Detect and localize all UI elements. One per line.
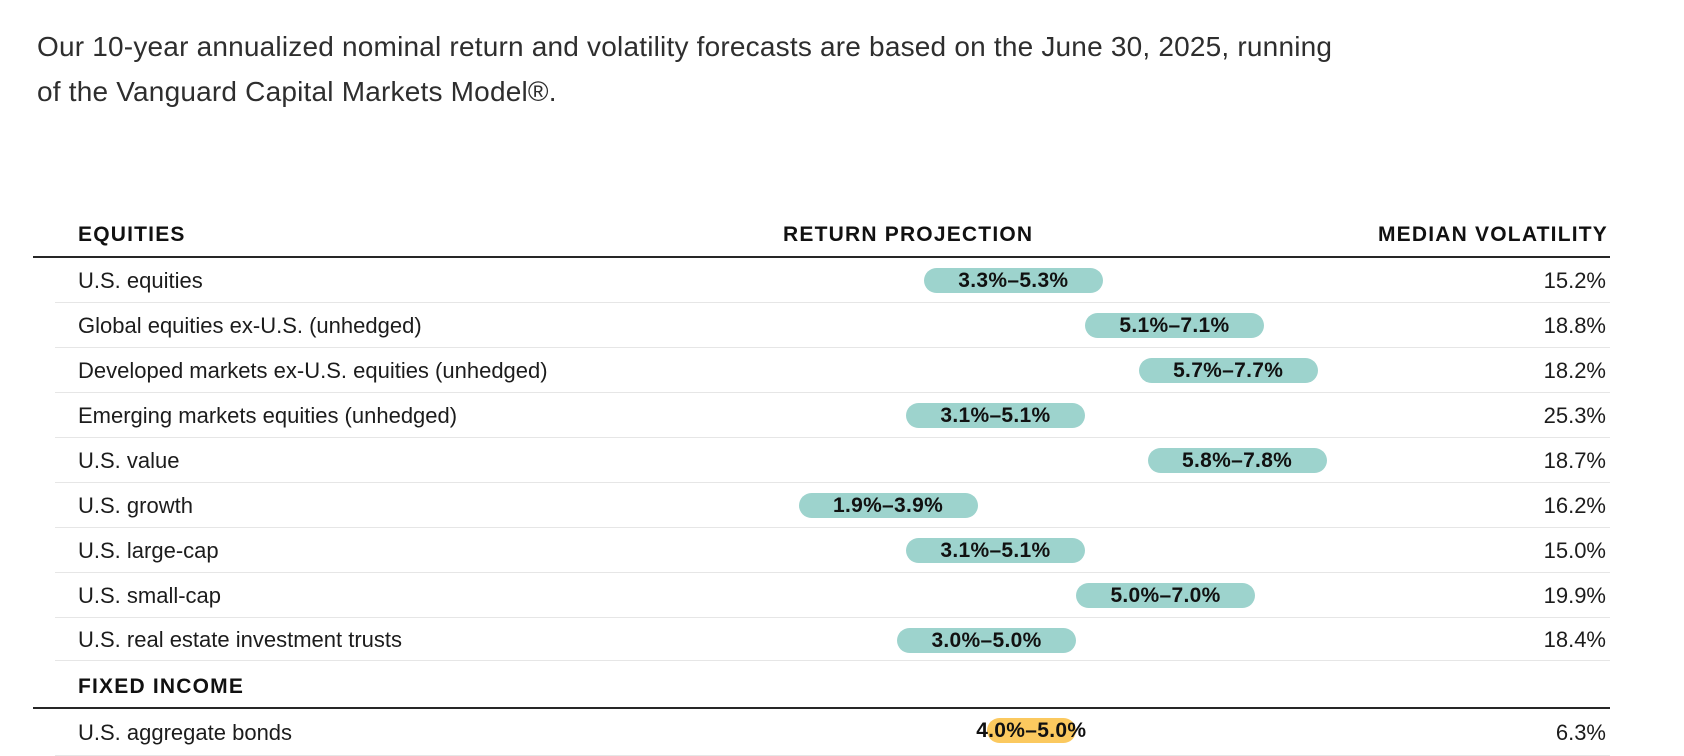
forecasts-table: EQUITIES RETURN PROJECTION MEDIAN VOLATI…	[33, 195, 1610, 756]
volatility-value: 15.0%	[1543, 537, 1606, 563]
return-range-pill: 5.7%–7.7%	[1138, 358, 1318, 383]
asset-label: U.S. equities	[78, 267, 203, 293]
return-range-pill: 5.0%–7.0%	[1076, 583, 1255, 608]
table-row: U.S. growth 1.9%–3.9% 16.2%	[33, 483, 1610, 528]
table-row: U.S. equities 3.3%–5.3% 15.2%	[33, 258, 1610, 303]
return-range-pill: 3.1%–5.1%	[905, 403, 1085, 428]
table-row: U.S. value 5.8%–7.8% 18.7%	[33, 438, 1610, 483]
asset-label: U.S. real estate investment trusts	[78, 626, 403, 652]
return-range-pill: 5.8%–7.8%	[1147, 448, 1327, 473]
asset-label: Developed markets ex-U.S. equities (unhe…	[78, 357, 548, 383]
table-row: Developed markets ex-U.S. equities (unhe…	[33, 348, 1610, 393]
return-range-pill: 3.0%–5.0%	[897, 628, 1076, 653]
volatility-value: 18.4%	[1543, 626, 1606, 652]
volatility-value: 16.2%	[1543, 492, 1606, 518]
asset-label: U.S. growth	[78, 492, 193, 518]
return-range-pill: 5.1%–7.1%	[1084, 313, 1264, 338]
return-range-pill: 4.0%–5.0%	[976, 718, 1087, 743]
volatility-value: 6.3%	[1555, 719, 1606, 745]
table-row: Global equities ex-U.S. (unhedged) 5.1%–…	[33, 303, 1610, 348]
median-volatility-column-header: MEDIAN VOLATILITY	[1377, 223, 1608, 246]
volatility-value: 25.3%	[1543, 402, 1606, 428]
volatility-value: 15.2%	[1543, 267, 1606, 293]
volatility-value: 18.8%	[1543, 312, 1606, 338]
table-row: U.S. small-cap 5.0%–7.0% 19.9%	[33, 573, 1610, 618]
table-row: Emerging markets equities (unhedged) 3.1…	[33, 393, 1610, 438]
volatility-value: 18.2%	[1543, 357, 1606, 383]
volatility-value: 19.9%	[1543, 582, 1606, 608]
title-line-2: of the Vanguard Capital Markets Model®.	[37, 76, 557, 107]
asset-label: Emerging markets equities (unhedged)	[78, 402, 458, 428]
return-range-pill: 3.3%–5.3%	[923, 268, 1103, 293]
fixed-income-section-header-row: FIXED INCOME	[33, 661, 1610, 709]
return-range-pill: 1.9%–3.9%	[798, 493, 978, 518]
table-row: U.S. aggregate bonds 4.0%–5.0% 6.3%	[33, 709, 1610, 756]
return-projection-column-header: RETURN PROJECTION	[783, 223, 1034, 246]
table-header-row: EQUITIES RETURN PROJECTION MEDIAN VOLATI…	[33, 195, 1610, 258]
table-row: U.S. large-cap 3.1%–5.1% 15.0%	[33, 528, 1610, 573]
volatility-value: 18.7%	[1543, 447, 1606, 473]
asset-label: Global equities ex-U.S. (unhedged)	[78, 312, 422, 338]
return-range-pill: 3.1%–5.1%	[905, 538, 1085, 563]
asset-label: U.S. aggregate bonds	[78, 719, 293, 745]
fixed-income-section-header: FIXED INCOME	[78, 675, 245, 698]
asset-label: U.S. value	[78, 447, 180, 473]
asset-label: U.S. large-cap	[78, 537, 219, 563]
title-paragraph: Our 10-year annualized nominal return an…	[37, 24, 1597, 114]
equities-section-header: EQUITIES	[78, 223, 186, 246]
table-row: U.S. real estate investment trusts 3.0%–…	[33, 618, 1610, 661]
asset-label: U.S. small-cap	[78, 582, 222, 608]
title-line-1: Our 10-year annualized nominal return an…	[37, 31, 1333, 62]
